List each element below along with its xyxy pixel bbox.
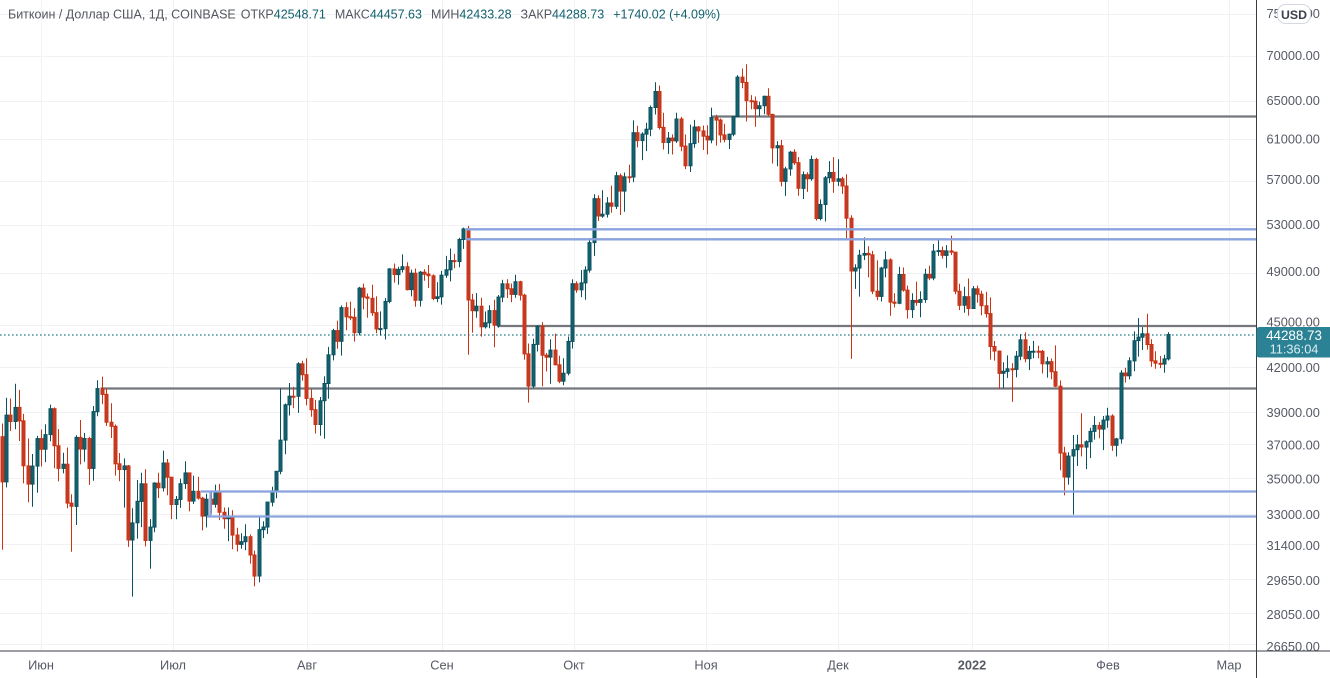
svg-text:USD: USD <box>1281 8 1307 22</box>
svg-text:45000.00: 45000.00 <box>1267 315 1320 330</box>
svg-text:65000.00: 65000.00 <box>1267 93 1320 108</box>
svg-text:44288.73: 44288.73 <box>1266 328 1322 343</box>
svg-text:Июл: Июл <box>160 658 186 673</box>
svg-text:49000.00: 49000.00 <box>1267 264 1320 279</box>
svg-text:26650.00: 26650.00 <box>1267 639 1320 654</box>
svg-text:29650.00: 29650.00 <box>1267 573 1320 588</box>
svg-text:11:36:04: 11:36:04 <box>1270 342 1319 357</box>
svg-text:53000.00: 53000.00 <box>1267 217 1320 232</box>
svg-text:31400.00: 31400.00 <box>1267 538 1320 553</box>
svg-text:Окт: Окт <box>563 658 585 673</box>
svg-text:Дек: Дек <box>827 658 849 673</box>
svg-text:Ноя: Ноя <box>694 658 717 673</box>
svg-text:57000.00: 57000.00 <box>1267 172 1320 187</box>
svg-text:Мар: Мар <box>1216 658 1241 673</box>
svg-text:Сен: Сен <box>430 658 453 673</box>
svg-text:28050.00: 28050.00 <box>1267 607 1320 622</box>
svg-text:2022: 2022 <box>958 658 986 673</box>
svg-text:Авг: Авг <box>297 658 317 673</box>
svg-text:Биткоин / Доллар США, 1Д, COIN: Биткоин / Доллар США, 1Д, COINBASE ОТКР42… <box>8 8 720 22</box>
svg-text:42000.00: 42000.00 <box>1267 360 1320 375</box>
svg-text:39000.00: 39000.00 <box>1267 405 1320 420</box>
svg-text:33000.00: 33000.00 <box>1267 507 1320 522</box>
svg-text:Фев: Фев <box>1096 658 1120 673</box>
svg-text:61000.00: 61000.00 <box>1267 132 1320 147</box>
svg-text:70000.00: 70000.00 <box>1267 48 1320 63</box>
svg-text:Июн: Июн <box>28 658 54 673</box>
svg-text:35000.00: 35000.00 <box>1267 471 1320 486</box>
svg-text:37000.00: 37000.00 <box>1267 437 1320 452</box>
